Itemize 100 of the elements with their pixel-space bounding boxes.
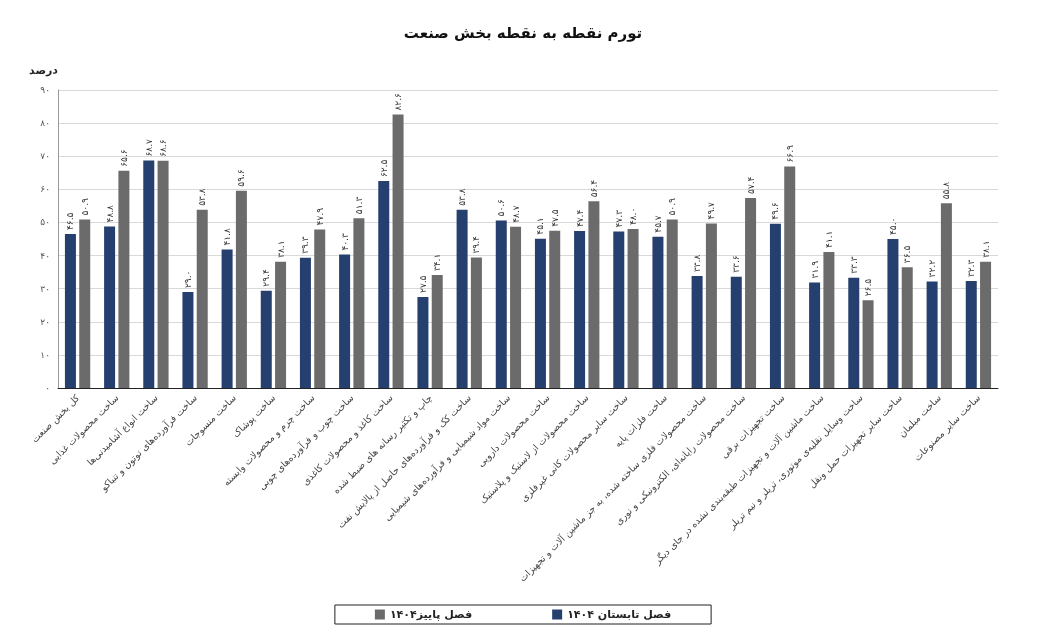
y-tick-label: ۱۰ — [40, 349, 50, 360]
data-label: ۴۸.۰ — [628, 207, 639, 226]
data-label: ۶۲.۵ — [378, 159, 389, 178]
y-tick-label: ۴۰ — [40, 250, 50, 261]
data-label: ۴۶.۵ — [65, 212, 76, 231]
data-label: ۵۶.۴ — [588, 179, 599, 198]
data-label: ۵۹.۶ — [236, 169, 247, 187]
bar — [339, 254, 351, 388]
data-label: ۵۳.۸ — [457, 188, 468, 206]
data-label: ۶۸.۶ — [158, 139, 169, 157]
bar — [182, 291, 194, 388]
y-axis-title: درصد — [29, 64, 59, 77]
data-label: ۳۸.۱ — [980, 240, 991, 258]
data-label: ۴۵.۷ — [652, 215, 663, 233]
data-label: ۸۲.۶ — [393, 92, 404, 111]
data-label: ۳۹.۴ — [471, 236, 482, 254]
data-label: ۳۳.۸ — [692, 254, 703, 273]
y-tick-label: ۸۰ — [40, 118, 50, 129]
data-label: ۴۷.۵ — [549, 209, 560, 227]
bar — [652, 236, 664, 388]
bar — [221, 249, 233, 388]
bar — [549, 230, 561, 388]
bar — [353, 218, 365, 388]
data-label: ۳۳.۳ — [848, 256, 859, 274]
data-label: ۴۵.۰ — [887, 217, 898, 235]
bar — [196, 209, 208, 388]
bar — [431, 275, 443, 388]
data-label: ۵۰.۹ — [667, 197, 678, 216]
legend-label: فصل تابستان ۱۴۰۴ — [567, 608, 672, 621]
bar — [809, 282, 821, 388]
bar — [926, 281, 938, 388]
bar — [705, 223, 717, 388]
bar — [940, 203, 952, 388]
y-tick-label: ۰ — [45, 383, 50, 393]
bar — [862, 300, 874, 388]
bar — [588, 201, 600, 388]
bar — [470, 257, 482, 388]
y-tick-label: ۷۰ — [40, 151, 50, 162]
data-label: ۳۱.۹ — [809, 260, 820, 279]
data-label: ۵۰.۹ — [79, 197, 90, 216]
data-label: ۴۷.۹ — [314, 207, 325, 226]
y-tick-label: ۶۰ — [40, 184, 50, 195]
data-label: ۳۶.۵ — [902, 245, 913, 264]
data-label: ۲۹.۰ — [182, 270, 193, 288]
bar — [980, 261, 992, 388]
data-label: ۴۰.۳ — [339, 233, 350, 251]
bar — [848, 277, 860, 388]
data-label: ۳۳.۶ — [731, 255, 742, 273]
data-label: ۳۲.۳ — [966, 259, 977, 278]
data-label: ۲۶.۵ — [863, 278, 874, 297]
data-label: ۲۹.۴ — [261, 269, 272, 287]
data-label: ۳۹.۳ — [300, 236, 311, 254]
chart-title: تورم نقطه به نقطه بخش صنعت — [403, 23, 643, 42]
bar — [79, 219, 91, 388]
bar — [495, 220, 507, 388]
y-tick-label: ۹۰ — [40, 85, 50, 95]
y-tick-label: ۳۰ — [40, 283, 50, 294]
bar — [143, 160, 155, 388]
data-label: ۴۹.۷ — [706, 201, 717, 220]
bar — [378, 181, 390, 388]
bar — [965, 281, 977, 388]
bar — [691, 276, 703, 388]
bar — [613, 231, 625, 388]
y-tick-label: ۲۰ — [40, 316, 50, 327]
data-label: ۵۳.۸ — [197, 188, 208, 206]
bar — [510, 226, 522, 388]
bar — [260, 290, 272, 388]
bar — [392, 114, 404, 388]
bar — [456, 209, 468, 388]
data-label: ۴۷.۳ — [613, 209, 624, 228]
bar — [574, 231, 586, 388]
data-label: ۳۲.۲ — [927, 259, 938, 278]
bar — [784, 166, 796, 388]
data-label: ۶۸.۷ — [143, 139, 154, 157]
data-label: ۶۵.۶ — [118, 149, 129, 167]
data-label: ۳۸.۱ — [275, 240, 286, 258]
bar — [730, 276, 742, 388]
bar — [534, 238, 546, 388]
data-label: ۴۸.۷ — [510, 205, 521, 223]
data-label: ۴۱.۱ — [823, 230, 834, 248]
bar — [118, 170, 130, 388]
data-label: ۵۱.۳ — [353, 196, 364, 215]
data-label: ۴۷.۴ — [574, 209, 585, 228]
data-label: ۴۸.۸ — [104, 204, 115, 223]
data-label: ۳۴.۱ — [432, 253, 443, 272]
bar — [299, 257, 311, 388]
data-label: ۲۷.۵ — [417, 275, 428, 293]
bar — [627, 229, 639, 388]
legend-label: فصل پاییز۱۴۰۴ — [389, 608, 473, 621]
data-label: ۴۵.۱ — [535, 217, 546, 235]
y-tick-label: ۵۰ — [40, 217, 50, 228]
bar — [104, 226, 116, 388]
bar — [745, 197, 757, 388]
data-label: ۴۱.۸ — [222, 228, 233, 246]
bar — [887, 239, 899, 388]
bar — [157, 160, 169, 388]
bar — [235, 190, 247, 388]
bar — [417, 296, 429, 388]
bar — [666, 219, 678, 388]
bar — [314, 229, 326, 388]
